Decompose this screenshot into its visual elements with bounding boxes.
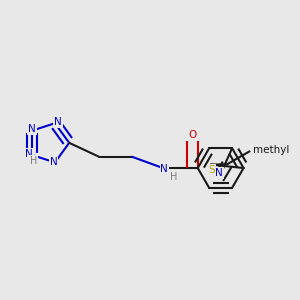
Text: S: S — [208, 165, 215, 175]
Text: methyl: methyl — [253, 145, 289, 155]
Text: N: N — [28, 124, 36, 134]
Text: H: H — [30, 156, 37, 166]
Text: N: N — [50, 158, 57, 167]
Text: N: N — [54, 117, 62, 127]
Text: N: N — [160, 164, 168, 175]
Text: N: N — [215, 168, 223, 178]
Text: N: N — [25, 148, 33, 158]
Text: O: O — [188, 130, 197, 140]
Text: H: H — [170, 172, 178, 182]
